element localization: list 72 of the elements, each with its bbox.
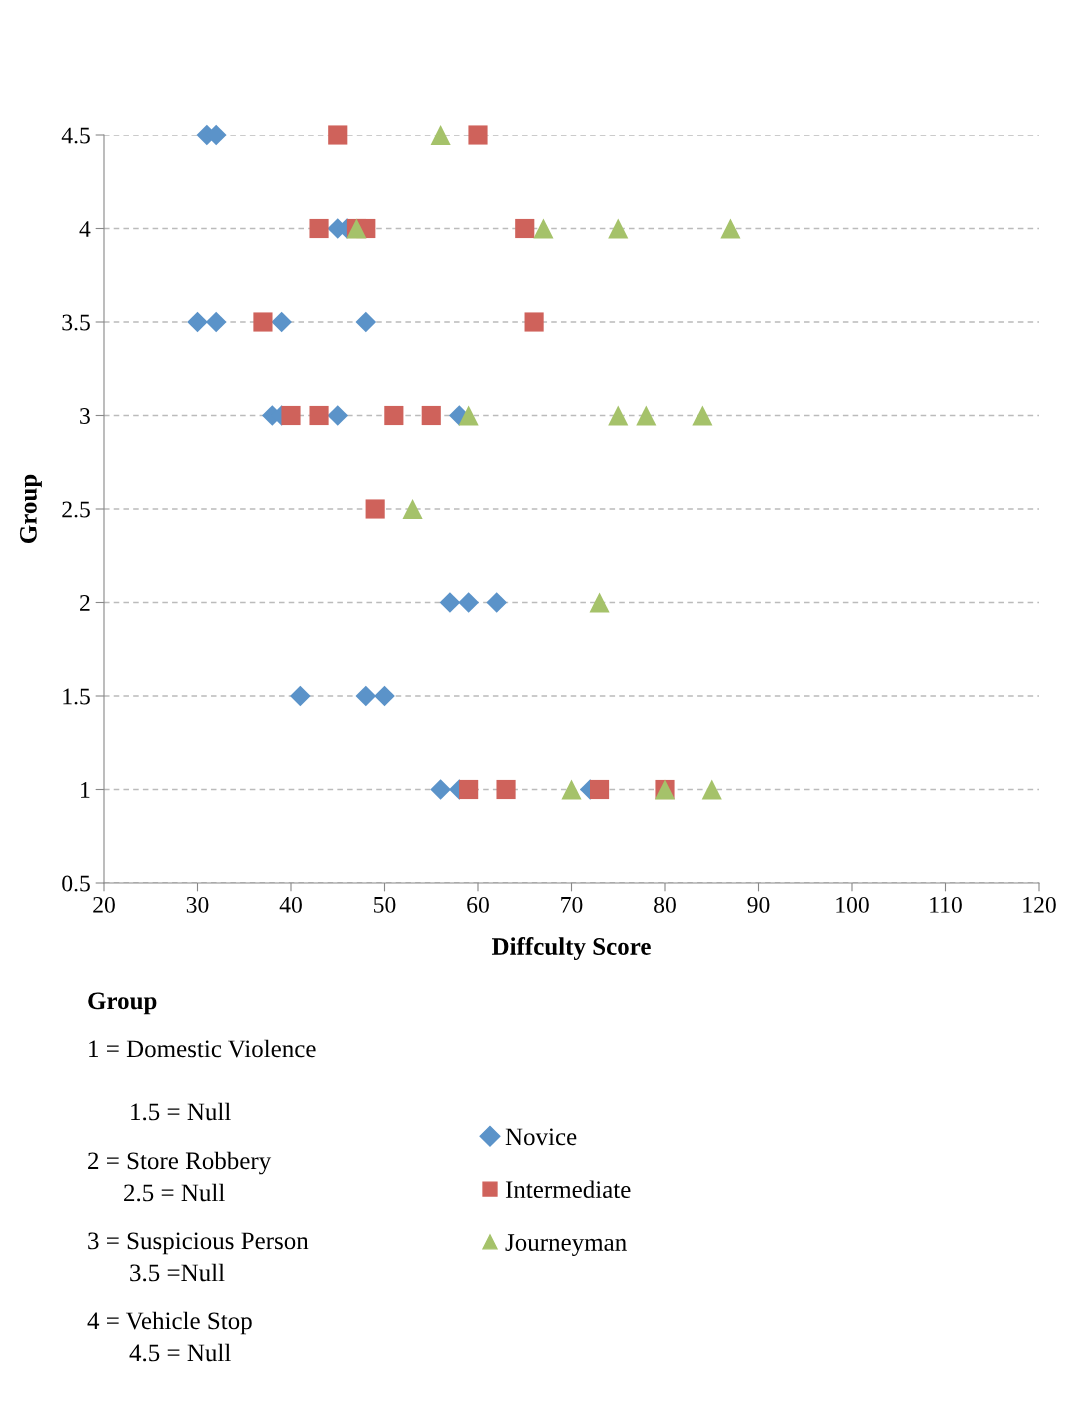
point xyxy=(561,779,582,800)
x-tick-label: 80 xyxy=(654,896,676,913)
y-tick-label: 2 xyxy=(80,595,90,611)
point xyxy=(608,405,629,426)
point xyxy=(253,312,273,332)
point xyxy=(533,218,554,239)
y-tick-label: 1 xyxy=(81,782,90,798)
point xyxy=(524,312,544,332)
x-tick-label: 100 xyxy=(836,896,869,913)
point xyxy=(701,779,722,800)
point xyxy=(281,405,301,426)
text: 1 = Domestic Violence xyxy=(89,1039,316,1058)
point xyxy=(486,592,507,613)
x-tick-label: 20 xyxy=(93,896,115,913)
legend-label: Novice xyxy=(505,1128,577,1146)
x-tick-label: 90 xyxy=(747,896,770,913)
legend-label: Journeyman xyxy=(505,1234,627,1257)
point xyxy=(402,498,423,520)
point xyxy=(309,218,329,239)
x-tick-label: 70 xyxy=(561,896,583,913)
text: 4 = Vehicle Stop xyxy=(87,1311,252,1335)
x-tick-label: 30 xyxy=(186,896,209,913)
point xyxy=(439,592,461,613)
point xyxy=(271,311,292,333)
legend-label: Intermediate xyxy=(505,1180,631,1199)
text: 3 = Suspicious Person xyxy=(88,1232,309,1255)
text: 3.5 =Null xyxy=(130,1263,225,1282)
y-tick-label: 1.5 xyxy=(63,688,90,705)
y-tick-label: 3.5 xyxy=(62,314,90,331)
text: 4.5 = Null xyxy=(129,1343,231,1362)
y-tick-label: 0.5 xyxy=(62,875,90,892)
point xyxy=(468,125,488,145)
point xyxy=(365,499,385,519)
point xyxy=(459,779,479,800)
point xyxy=(290,685,311,707)
point xyxy=(636,405,657,426)
point xyxy=(458,592,479,613)
point xyxy=(421,405,441,426)
text: 2.5 = Null xyxy=(124,1183,225,1202)
y-tick-label: 4.5 xyxy=(61,127,90,144)
point xyxy=(327,405,349,426)
point xyxy=(205,311,227,333)
point xyxy=(496,779,516,800)
x-tick-label: 60 xyxy=(467,896,489,913)
point xyxy=(355,685,377,707)
text: Group xyxy=(88,992,157,1015)
x-tick-label: 110 xyxy=(930,896,962,913)
point xyxy=(374,685,395,707)
x-axis-title: Diffculty Score xyxy=(491,937,651,961)
point xyxy=(458,405,479,426)
text: 1.5 = Null xyxy=(131,1102,231,1121)
point xyxy=(608,218,629,239)
y-axis-title: Group xyxy=(19,474,42,543)
text: 2 = Store Robbery xyxy=(88,1151,272,1175)
y-tick-label: 4 xyxy=(79,221,91,237)
point xyxy=(515,218,535,239)
y-tick-label: 2.5 xyxy=(62,501,90,518)
point xyxy=(309,405,329,426)
point xyxy=(589,779,610,800)
point xyxy=(328,125,348,145)
x-tick-label: 120 xyxy=(1023,896,1056,913)
point xyxy=(430,124,451,146)
y-tick-label: 3 xyxy=(80,408,90,424)
point xyxy=(589,592,610,613)
point xyxy=(384,405,404,426)
x-tick-label: 50 xyxy=(374,896,396,913)
x-tick-label: 40 xyxy=(279,896,302,913)
point xyxy=(720,218,741,239)
point xyxy=(430,779,451,800)
point xyxy=(692,405,713,426)
point xyxy=(187,311,208,333)
point xyxy=(355,311,377,333)
